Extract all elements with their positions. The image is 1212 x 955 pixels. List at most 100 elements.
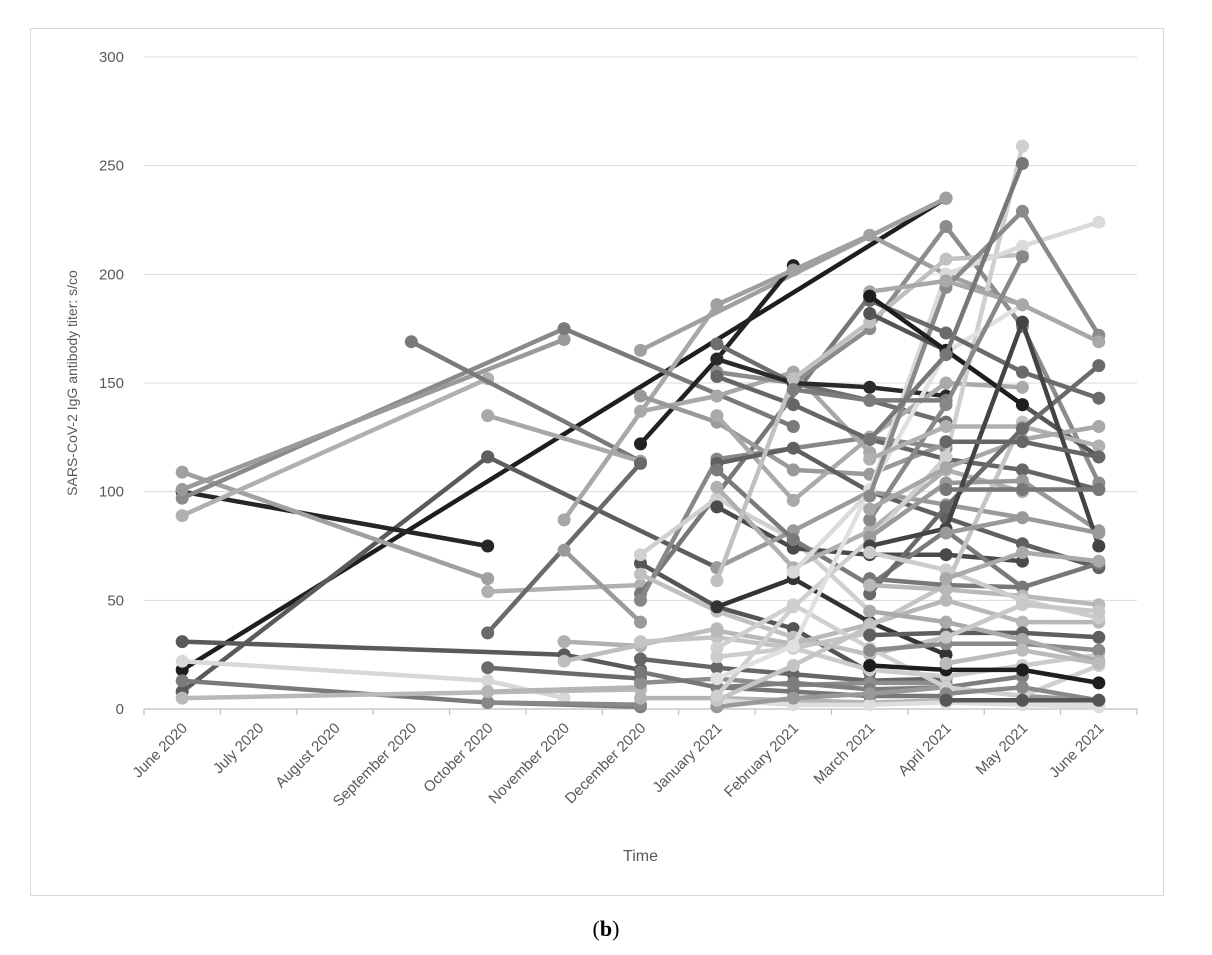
- data-point: [786, 263, 800, 277]
- gridlines: [144, 56, 1137, 710]
- series-line: [179, 376, 490, 518]
- x-tick-label: March 2021: [810, 720, 878, 788]
- data-point: [1092, 693, 1106, 707]
- series-line: [409, 339, 643, 464]
- x-tick-label: July 2020: [210, 720, 267, 777]
- data-point: [939, 348, 953, 362]
- data-point: [557, 333, 571, 346]
- data-point: [710, 298, 724, 312]
- series-line: [867, 209, 1102, 499]
- data-point: [175, 674, 189, 688]
- series-line: [714, 576, 949, 657]
- series-line: [867, 582, 1102, 607]
- data-point: [481, 539, 495, 553]
- y-tick-label: 0: [116, 701, 124, 718]
- data-point: [939, 572, 953, 586]
- series-line: [561, 548, 643, 625]
- data-point: [786, 372, 800, 386]
- series-line: [179, 337, 567, 492]
- series-line: [714, 445, 1102, 570]
- data-point: [1092, 643, 1106, 657]
- series-21: [557, 635, 647, 653]
- data-point: [1092, 630, 1106, 644]
- data-point: [1015, 598, 1029, 612]
- series-64: [863, 293, 1106, 405]
- data-point: [557, 543, 571, 557]
- data-point: [1015, 157, 1029, 170]
- series-87: [939, 546, 1106, 586]
- data-point: [634, 437, 647, 451]
- data-point: [1015, 680, 1029, 694]
- data-point: [786, 463, 800, 477]
- data-point: [1092, 676, 1106, 690]
- data-point: [1015, 463, 1029, 477]
- series-line: [714, 685, 1102, 710]
- data-point: [786, 639, 800, 653]
- series-76: [863, 578, 1106, 612]
- x-tick-label: November 2020: [485, 720, 572, 807]
- x-tick-label: June 2021: [1046, 720, 1108, 782]
- data-point: [863, 628, 877, 642]
- data-point: [786, 600, 800, 614]
- data-point: [863, 604, 877, 618]
- series-84: [939, 643, 1106, 670]
- y-tick-label: 100: [99, 484, 124, 501]
- x-tick-label: June 2020: [129, 720, 191, 782]
- data-point: [634, 456, 647, 470]
- series-line: [485, 665, 643, 681]
- series-line: [638, 369, 872, 455]
- data-point: [1015, 250, 1029, 264]
- x-tick-label: August 2020: [272, 720, 344, 792]
- data-point: [1015, 239, 1029, 253]
- data-point: [1092, 215, 1106, 229]
- series-group: [175, 139, 1106, 714]
- series-line: [867, 641, 1102, 653]
- data-point: [863, 687, 877, 701]
- data-point: [1092, 526, 1106, 540]
- data-point: [939, 656, 953, 670]
- data-point: [939, 435, 953, 449]
- data-point: [939, 376, 953, 390]
- data-point: [863, 307, 877, 320]
- data-point: [481, 450, 495, 464]
- data-point: [786, 659, 800, 672]
- x-tick-label: February 2021: [721, 720, 802, 801]
- data-point: [939, 461, 953, 475]
- data-point: [1092, 439, 1106, 453]
- data-point: [786, 533, 800, 546]
- data-point: [175, 509, 189, 523]
- data-point: [863, 380, 877, 394]
- series-61: [786, 215, 1106, 579]
- data-point: [634, 593, 647, 607]
- data-point: [786, 398, 800, 412]
- data-point: [634, 343, 647, 357]
- series-20: [557, 543, 647, 629]
- series-line: [638, 630, 872, 651]
- data-point: [1015, 663, 1029, 677]
- data-point: [939, 583, 953, 596]
- data-point: [634, 665, 647, 679]
- data-point: [863, 289, 877, 303]
- data-point: [1092, 359, 1106, 373]
- caption-letter: b: [599, 916, 613, 941]
- data-point: [710, 370, 724, 383]
- y-tick-label: 250: [99, 158, 124, 175]
- data-point: [1092, 656, 1106, 670]
- series-line: [867, 608, 1102, 664]
- series-line: [561, 639, 643, 649]
- data-point: [786, 441, 800, 455]
- y-tick-label: 300: [99, 49, 124, 66]
- data-point: [710, 337, 724, 351]
- data-point: [634, 676, 647, 690]
- series-15: [481, 578, 647, 599]
- y-axis-ticks: 0 50 100 150 200 250 300: [99, 49, 124, 718]
- series-80: [863, 604, 1106, 668]
- data-point: [863, 659, 877, 672]
- data-point: [1015, 398, 1029, 412]
- data-point: [710, 500, 724, 514]
- data-point: [557, 654, 571, 668]
- data-point: [939, 630, 953, 644]
- data-point: [710, 352, 724, 366]
- series-line: [179, 489, 490, 549]
- series-line: [485, 685, 643, 694]
